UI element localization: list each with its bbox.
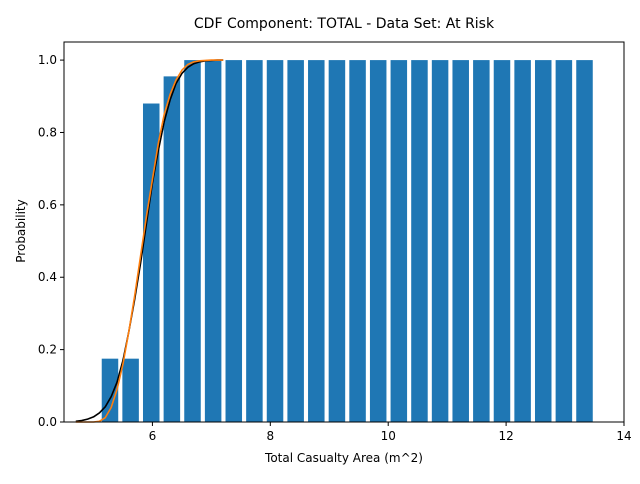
bar xyxy=(452,60,469,422)
series-line xyxy=(75,59,224,423)
bar xyxy=(555,60,573,422)
y-tick-label: 0.0 xyxy=(38,415,57,429)
x-tick-label: 14 xyxy=(616,429,631,443)
x-axis-label: Total Casualty Area (m^2) xyxy=(264,451,423,465)
bar xyxy=(473,60,490,422)
bar xyxy=(576,60,593,422)
bar xyxy=(411,60,428,422)
y-tick-label: 0.8 xyxy=(38,125,57,139)
axes-layer: 6 8 10 12 14 0.0 0.2 0.4 0.6 0.8 1.0 xyxy=(38,41,632,443)
x-tick-label: 6 xyxy=(149,429,157,443)
y-tick-label: 0.2 xyxy=(38,343,57,357)
chart-title: CDF Component: TOTAL - Data Set: At Risk xyxy=(194,16,495,32)
bar xyxy=(493,60,511,422)
bar xyxy=(142,103,160,423)
bar xyxy=(431,60,449,422)
bar xyxy=(266,60,284,422)
bar xyxy=(225,60,243,422)
bars-layer xyxy=(101,60,593,423)
bar xyxy=(204,60,222,422)
bar xyxy=(308,60,325,422)
bar xyxy=(163,76,181,422)
lines-layer xyxy=(75,59,224,423)
bar xyxy=(328,60,346,422)
series-line xyxy=(75,59,224,423)
y-tick-label: 1.0 xyxy=(38,53,57,67)
bar xyxy=(514,60,531,422)
bar xyxy=(246,60,263,422)
bar xyxy=(390,60,408,422)
bar xyxy=(122,358,139,422)
bar xyxy=(369,60,387,422)
bar xyxy=(287,60,304,422)
x-tick-label: 10 xyxy=(381,429,396,443)
bar xyxy=(349,60,366,422)
bar xyxy=(534,60,552,422)
y-tick-label: 0.4 xyxy=(38,270,57,284)
x-tick-label: 12 xyxy=(498,429,513,443)
x-tick-label: 8 xyxy=(266,429,274,443)
y-axis-label: Probability xyxy=(14,199,28,262)
plot-frame xyxy=(63,41,625,423)
y-tick-label: 0.6 xyxy=(38,198,57,212)
bar xyxy=(101,358,119,422)
bar xyxy=(184,60,201,422)
